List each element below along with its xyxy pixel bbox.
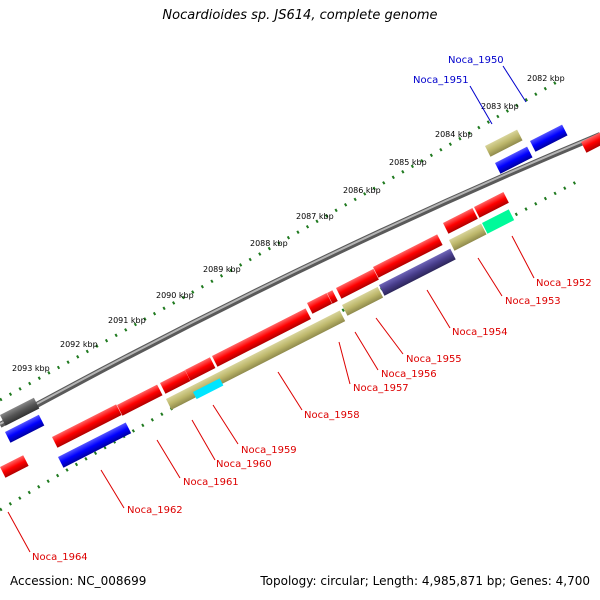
gene-arrow-reverse-1962[interactable] <box>57 422 132 468</box>
gene-arrow-noca-1952[interactable] <box>474 192 509 218</box>
ruler-label-2093: 2093 kbp <box>12 364 50 373</box>
ruler-label-2087: 2087 kbp <box>296 212 334 221</box>
gene-arrow-noca-1958[interactable] <box>212 308 312 367</box>
gene-track-lower-red <box>0 192 509 478</box>
gene-label-noca-1952[interactable]: Noca_1952 <box>536 278 592 289</box>
gene-arrow-noca-1957[interactable] <box>307 293 333 314</box>
gene-arrow-noca-1962[interactable] <box>51 404 122 448</box>
gene-arrow-noca-1964[interactable] <box>0 455 29 478</box>
map-title: Nocardioides sp. JS614, complete genome <box>162 8 438 23</box>
genome-summary-text: Topology: circular; Length: 4,985,871 bp… <box>260 574 590 588</box>
ruler-label-2086: 2086 kbp <box>343 186 381 195</box>
ruler-label-2091: 2091 kbp <box>108 316 146 325</box>
gene-arrow-noca-1954[interactable] <box>373 234 443 278</box>
gene-arrow-noca-1955[interactable] <box>336 268 379 299</box>
gene-track-lower-features <box>57 209 515 468</box>
gene-label-noca-1959[interactable]: Noca_1959 <box>241 445 297 456</box>
gene-arrow-noca-1950[interactable] <box>530 124 568 152</box>
feature-khaki-1955[interactable] <box>342 286 384 316</box>
feature-cyan-1959[interactable] <box>193 378 224 400</box>
gene-arrow-noca-1953[interactable] <box>443 208 478 234</box>
gene-arrow-noca-1961[interactable] <box>117 384 163 416</box>
ruler-label-2083: 2083 kbp <box>481 102 519 111</box>
genome-backbone <box>0 132 600 428</box>
gene-label-noca-1960[interactable]: Noca_1960 <box>216 459 272 470</box>
gene-arrow-noca-1960[interactable] <box>160 370 191 394</box>
gene-label-noca-1955[interactable]: Noca_1955 <box>406 354 462 365</box>
ruler-label-2090: 2090 kbp <box>156 291 194 300</box>
ruler-labels: 2082 kbp 2083 kbp 2084 kbp 2085 kbp 2086… <box>12 74 565 373</box>
gene-arrow-noca-1959[interactable] <box>185 357 216 381</box>
gene-leader-lines <box>7 65 535 553</box>
gene-arrow-reverse-1951b[interactable] <box>494 146 533 174</box>
gene-arrow-noca-1956[interactable] <box>327 290 338 304</box>
gene-label-noca-1958[interactable]: Noca_1958 <box>304 410 360 421</box>
ruler-label-2088: 2088 kbp <box>250 239 288 248</box>
gene-label-noca-1962[interactable]: Noca_1962 <box>127 505 183 516</box>
gene-label-noca-1956[interactable]: Noca_1956 <box>381 369 437 380</box>
feature-spring-green[interactable] <box>482 209 515 234</box>
gene-labels: Noca_1950 Noca_1951 Noca_1952 Noca_1953 … <box>32 55 592 563</box>
gene-label-noca-1950[interactable]: Noca_1950 <box>448 55 504 66</box>
ruler-label-2084: 2084 kbp <box>435 130 473 139</box>
ruler-label-2089: 2089 kbp <box>203 265 241 274</box>
gene-label-noca-1961[interactable]: Noca_1961 <box>183 477 239 488</box>
gene-track-upper <box>0 124 600 443</box>
ruler-label-2092: 2092 kbp <box>60 340 98 349</box>
gene-label-noca-1957[interactable]: Noca_1957 <box>353 383 409 394</box>
ruler-label-2085: 2085 kbp <box>389 158 427 167</box>
gene-arrow-grey-left[interactable] <box>0 397 40 426</box>
feature-slate-1954[interactable] <box>379 248 456 296</box>
gene-label-noca-1954[interactable]: Noca_1954 <box>452 327 508 338</box>
ruler-label-2082: 2082 kbp <box>527 74 565 83</box>
gene-arrow-noca-1951[interactable] <box>485 129 523 157</box>
gene-label-noca-1964[interactable]: Noca_1964 <box>32 552 88 563</box>
accession-text: Accession: NC_008699 <box>10 574 147 588</box>
gene-label-noca-1951[interactable]: Noca_1951 <box>413 75 469 86</box>
gene-arrow-partial-right[interactable] <box>581 131 600 153</box>
gene-label-noca-1953[interactable]: Noca_1953 <box>505 296 561 307</box>
gene-arrow-blue-left[interactable] <box>5 414 45 443</box>
feature-khaki-1953[interactable] <box>449 223 487 251</box>
